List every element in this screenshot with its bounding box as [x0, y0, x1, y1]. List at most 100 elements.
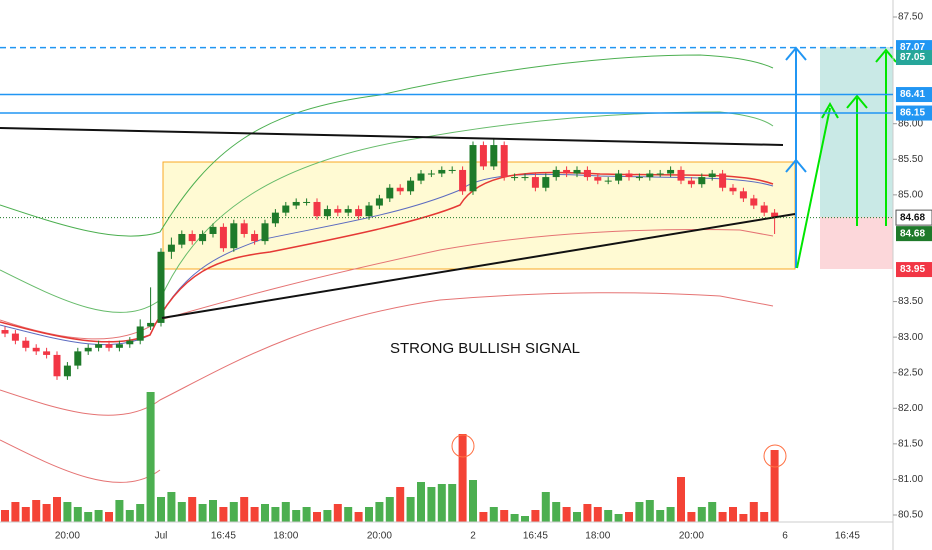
- volume-bar: [21, 507, 30, 522]
- volume-bar: [177, 502, 186, 522]
- volume-bar: [32, 500, 41, 522]
- volume-bar: [666, 507, 675, 522]
- volume-bar: [417, 482, 425, 522]
- outer-upper-band: [0, 54, 774, 237]
- volume-bar: [729, 507, 737, 522]
- volume-bar: [365, 507, 373, 522]
- volume-bar: [749, 502, 758, 522]
- candle-body: [573, 169, 581, 174]
- candle-body: [365, 205, 373, 217]
- x-tick-label: 16:45: [835, 531, 860, 542]
- price-label: 86.15: [900, 108, 925, 119]
- candle-body: [563, 169, 571, 174]
- volume-bar: [323, 510, 332, 522]
- candle-body: [74, 351, 82, 366]
- candle-body: [438, 169, 446, 174]
- candle-body: [708, 173, 716, 178]
- y-tick-label: 85.50: [898, 154, 923, 165]
- candle-body: [427, 173, 435, 175]
- candle-body: [719, 173, 727, 188]
- volume-bar: [427, 487, 436, 522]
- marks: [1, 137, 779, 522]
- inner-upper-band: [0, 111, 774, 313]
- candle-body: [167, 244, 175, 252]
- annotation: STRONG BULLISH SIGNAL: [390, 340, 580, 357]
- volume-bar: [84, 512, 93, 522]
- price-label: 86.41: [900, 89, 925, 100]
- volume-bar: [271, 507, 280, 522]
- volume-bar: [770, 450, 779, 522]
- candle-body: [646, 173, 654, 178]
- volume-bar: [645, 500, 654, 522]
- candle-body: [240, 223, 248, 234]
- volume-bar: [687, 512, 696, 522]
- candle-body: [583, 169, 591, 178]
- volume-bar: [281, 502, 290, 522]
- y-tick-label: 81.00: [898, 474, 923, 485]
- price-label-box: [895, 209, 932, 226]
- candle-body: [188, 233, 196, 242]
- volume-bar: [656, 510, 665, 522]
- x-tick-label: 18:00: [585, 531, 610, 542]
- price-label: 84.68: [900, 228, 925, 239]
- candle-body: [729, 187, 737, 192]
- volume-bar: [614, 514, 623, 522]
- volume-highlight: [763, 444, 787, 468]
- volume-bar: [63, 502, 72, 522]
- y-tick-label: 83.00: [898, 332, 923, 343]
- volume-bar: [240, 497, 249, 522]
- x-tick-label: 2: [470, 531, 476, 542]
- y-tick-label: 83.50: [898, 296, 923, 307]
- candle-body: [271, 212, 279, 224]
- volume-bar: [115, 500, 124, 522]
- volume-bar: [531, 510, 540, 522]
- volume-bar: [593, 507, 602, 522]
- candle-body: [750, 198, 758, 206]
- candle-body: [625, 173, 633, 178]
- price-label: 87.07: [900, 42, 925, 53]
- candle-body: [95, 344, 103, 348]
- volume-bar: [448, 484, 457, 522]
- candle-body: [667, 169, 675, 174]
- volume-bar: [219, 507, 228, 522]
- candle-body: [178, 233, 186, 245]
- volume-bar: [718, 512, 727, 522]
- candle-body: [313, 201, 321, 217]
- volume-bar: [344, 507, 353, 522]
- outer-lower-band-tail: [0, 439, 161, 483]
- volume-bar: [261, 504, 269, 522]
- volume-bar: [198, 504, 207, 522]
- candle-body: [303, 201, 311, 203]
- candle-body: [251, 233, 259, 242]
- candle-body: [604, 180, 612, 182]
- volume-bar: [396, 487, 405, 522]
- price-label-box: [896, 87, 932, 103]
- candle-body: [43, 351, 51, 355]
- volume-bar: [739, 514, 748, 522]
- price-label-box: [896, 262, 932, 278]
- candle-body: [282, 205, 290, 213]
- volume-bar: [625, 512, 633, 522]
- y-tick-label: 86.00: [898, 118, 923, 129]
- y-tick-label: 82.00: [898, 403, 923, 414]
- volume-bar: [292, 510, 301, 522]
- volume-bar: [500, 510, 509, 522]
- volume-bar: [469, 480, 477, 522]
- candle-body: [126, 340, 134, 345]
- candle-body: [344, 209, 352, 213]
- price-label: 87.05: [900, 52, 925, 63]
- volume-bar: [53, 497, 61, 522]
- volume-bar: [146, 392, 155, 522]
- x-tick-label: 16:45: [523, 531, 548, 542]
- candle-body: [698, 177, 706, 185]
- candle-body: [53, 354, 61, 377]
- volume-bar: [521, 516, 529, 522]
- candle-body: [115, 344, 123, 348]
- y-tick-label: 81.50: [898, 438, 923, 449]
- x-tick-label: Jul: [155, 531, 168, 542]
- y-tick-label: 85.00: [898, 189, 923, 200]
- volume-bar: [313, 512, 321, 522]
- volume-bar: [760, 512, 769, 522]
- x-tick-label: 16:45: [211, 531, 236, 542]
- candle-body: [157, 251, 165, 323]
